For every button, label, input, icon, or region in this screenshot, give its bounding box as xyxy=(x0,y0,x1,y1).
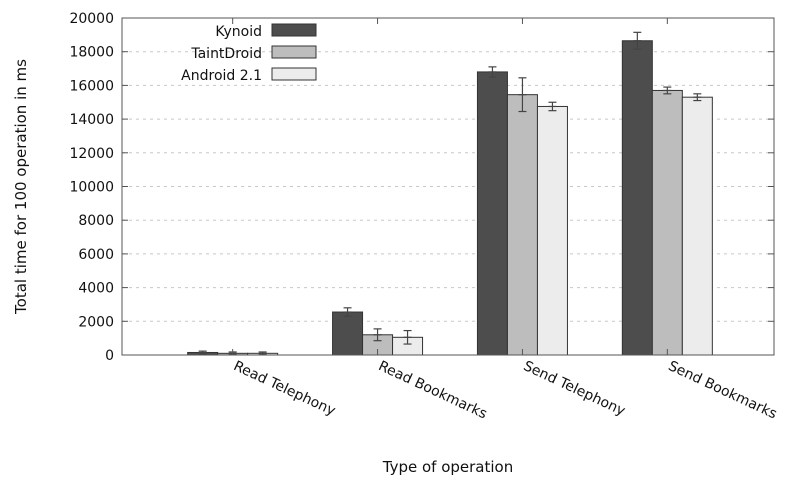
x-tick-label: Send Bookmarks xyxy=(666,358,780,422)
legend-label-kynoid: Kynoid xyxy=(215,24,262,40)
bar-taintdroid-send-telephony xyxy=(506,94,538,356)
legend: Kynoid TaintDroid Android 2.1 xyxy=(181,23,317,84)
bar-kynoid-read-bookmarks xyxy=(332,311,364,356)
error-bar-android-2-1-read-bookmarks xyxy=(403,329,412,345)
y-tick-label: 16000 xyxy=(69,78,114,94)
x-axis-label: Type of operation xyxy=(382,458,513,476)
bar-taintdroid-send-bookmarks xyxy=(651,89,683,356)
error-bar-android-2-1-read-telephony xyxy=(258,351,267,356)
y-tick-label: 8000 xyxy=(78,213,114,229)
error-bars xyxy=(198,31,702,356)
error-bar-kynoid-read-telephony xyxy=(198,350,207,355)
legend-label-android-2-1: Android 2.1 xyxy=(181,68,262,84)
bar-android-2-1-send-bookmarks xyxy=(681,96,713,356)
y-tick-label: 14000 xyxy=(69,112,114,128)
y-tick-label: 12000 xyxy=(69,146,114,162)
y-tick-label: 10000 xyxy=(69,180,114,196)
y-axis-ticks: 0 2000 4000 6000 8000 10000 12000 14000 16000 180… xyxy=(69,11,774,364)
x-tick-label: Send Telephony xyxy=(521,358,628,419)
bar-kynoid-send-telephony xyxy=(476,71,508,356)
legend-swatch-taintdroid xyxy=(271,45,317,59)
legend-label-taintdroid: TaintDroid xyxy=(190,46,262,62)
error-bar-taintdroid-read-bookmarks xyxy=(373,328,382,342)
y-tick-label: 0 xyxy=(105,348,114,364)
y-tick-label: 20000 xyxy=(69,11,114,27)
y-tick-label: 18000 xyxy=(69,45,114,61)
y-tick-label: 2000 xyxy=(78,314,114,330)
bars xyxy=(187,40,713,356)
y-tick-label: 6000 xyxy=(78,247,114,263)
x-tick-label: Read Bookmarks xyxy=(376,358,490,422)
legend-swatch-kynoid xyxy=(271,23,317,37)
bar-kynoid-send-bookmarks xyxy=(621,40,653,356)
error-bar-android-2-1-send-bookmarks xyxy=(693,93,702,102)
error-bar-android-2-1-send-telephony xyxy=(548,101,557,112)
y-tick-label: 4000 xyxy=(78,281,114,297)
error-bar-kynoid-send-bookmarks xyxy=(633,31,642,50)
bar-android-2-1-send-telephony xyxy=(536,105,568,356)
y-axis-label: Total time for 100 operation in ms xyxy=(12,59,30,315)
error-bar-taintdroid-send-telephony xyxy=(518,77,527,113)
error-bar-kynoid-send-telephony xyxy=(488,66,497,78)
legend-swatch-android-2-1 xyxy=(271,67,317,81)
error-bar-kynoid-read-bookmarks xyxy=(343,307,352,317)
x-tick-label: Read Telephony xyxy=(231,358,338,419)
error-bar-taintdroid-send-bookmarks xyxy=(663,86,672,95)
